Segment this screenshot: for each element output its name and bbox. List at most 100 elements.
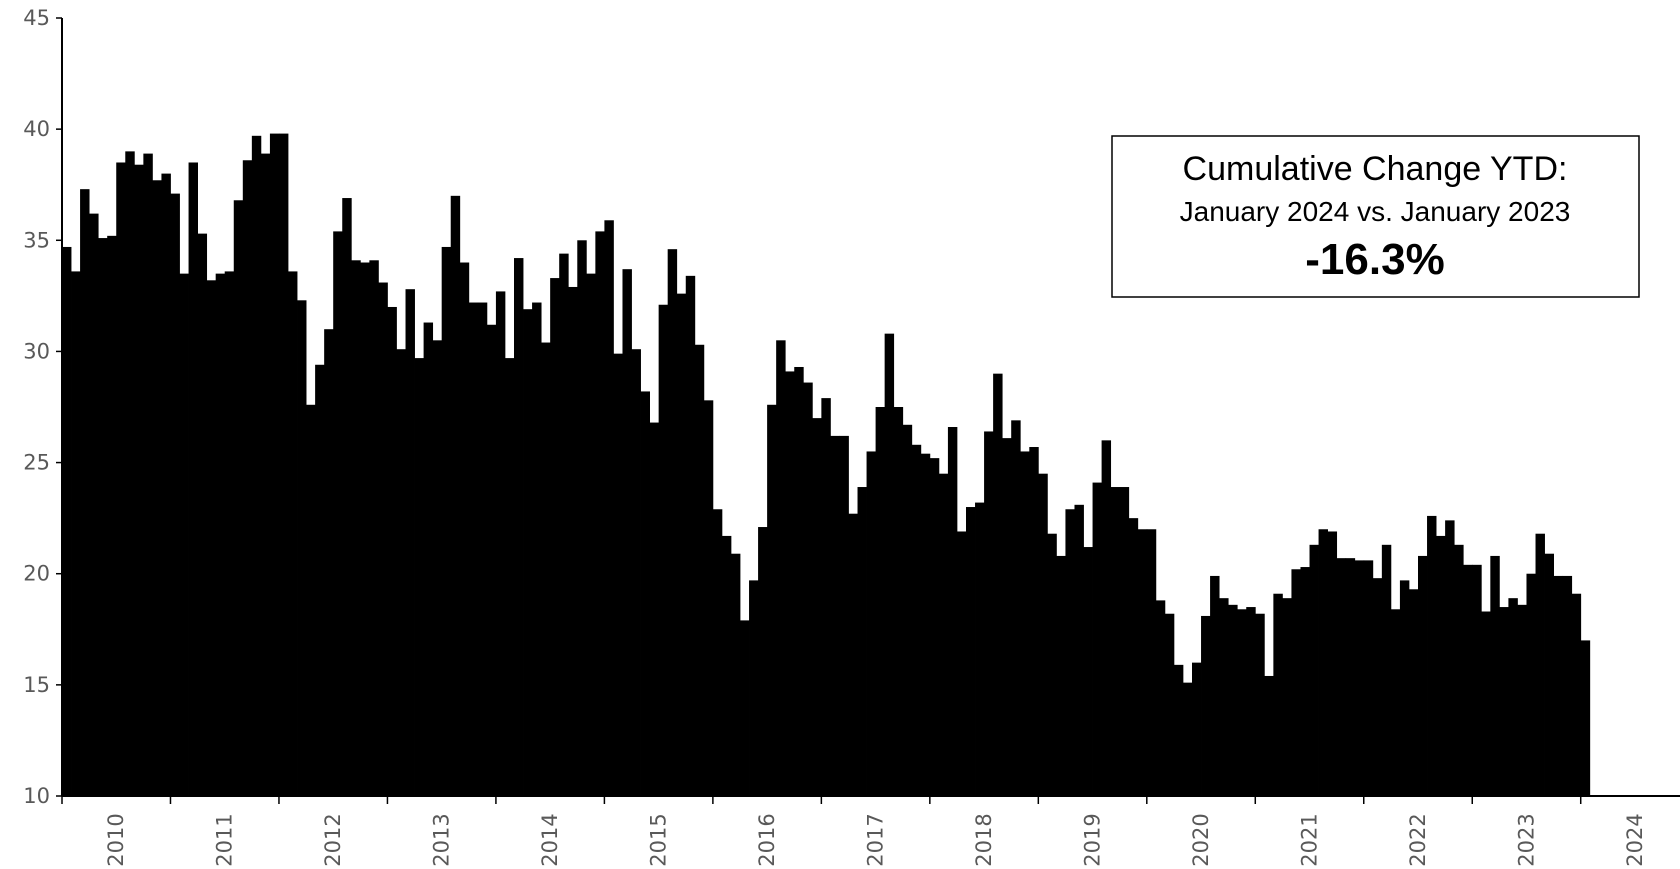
- bar: [1291, 569, 1301, 796]
- bar: [1381, 544, 1392, 796]
- bar: [1192, 662, 1202, 796]
- y-tick-label: 20: [23, 562, 50, 586]
- bar: [848, 513, 858, 796]
- bar: [875, 407, 886, 796]
- bar: [1038, 473, 1048, 796]
- y-tick-label: 40: [23, 117, 50, 141]
- bar: [1472, 564, 1482, 796]
- plot: [62, 133, 1591, 797]
- bar: [1011, 420, 1021, 796]
- bar: [586, 273, 596, 797]
- bar: [658, 304, 669, 796]
- bar: [450, 195, 461, 797]
- bar: [1146, 529, 1157, 796]
- bar: [1309, 544, 1319, 796]
- bar: [1210, 575, 1220, 796]
- bar: [278, 133, 289, 797]
- bar: [694, 344, 705, 796]
- bar: [523, 309, 533, 796]
- bar: [1092, 482, 1102, 796]
- bar: [1110, 487, 1121, 796]
- bar: [667, 249, 678, 797]
- bar: [1255, 613, 1265, 796]
- bar: [812, 418, 822, 796]
- bar: [740, 620, 750, 796]
- annotation-box: [1111, 135, 1640, 298]
- bar: [242, 160, 253, 796]
- bar: [749, 580, 759, 796]
- x-tick-label: 2013: [430, 813, 454, 866]
- x-tick-label: 2024: [1623, 813, 1647, 866]
- bar: [116, 162, 126, 796]
- bar: [1408, 589, 1419, 796]
- bar: [893, 407, 904, 796]
- bar: [730, 553, 741, 796]
- bar: [776, 340, 786, 796]
- bar: [1508, 598, 1518, 796]
- bar: [1128, 518, 1139, 796]
- bar: [966, 507, 976, 796]
- bar: [71, 271, 81, 796]
- bar: [1544, 553, 1554, 796]
- bar: [721, 535, 732, 796]
- bar: [89, 213, 99, 796]
- bar: [604, 220, 614, 796]
- bar: [785, 371, 795, 796]
- bar: [631, 349, 641, 796]
- bar: [595, 231, 605, 796]
- bar: [947, 427, 958, 796]
- bar: [1580, 640, 1591, 796]
- bar: [676, 293, 687, 796]
- bar: [956, 531, 967, 796]
- bar: [369, 260, 379, 796]
- bar: [911, 444, 922, 796]
- bar: [324, 329, 334, 796]
- x-tick-label: 2014: [538, 813, 562, 866]
- bar: [577, 240, 587, 797]
- bar: [179, 273, 189, 797]
- bar: [550, 278, 560, 796]
- bar: [1101, 440, 1112, 796]
- bar: [1390, 609, 1401, 796]
- bar: [1499, 607, 1509, 796]
- bar: [1282, 598, 1292, 796]
- bar: [333, 231, 343, 796]
- bar: [532, 302, 542, 796]
- bar: [405, 289, 415, 796]
- bar: [1354, 560, 1365, 796]
- bar: [251, 135, 262, 797]
- bar: [125, 151, 135, 796]
- bar: [387, 306, 397, 796]
- bar: [459, 262, 470, 796]
- bar: [640, 391, 650, 796]
- bar: [396, 349, 406, 796]
- bar: [1553, 575, 1564, 796]
- bar: [1363, 560, 1374, 796]
- bar: [432, 340, 443, 796]
- bar: [1526, 573, 1536, 796]
- bar: [993, 373, 1003, 796]
- x-tick-label: 2020: [1189, 813, 1213, 866]
- bar: [1345, 558, 1356, 796]
- bar: [622, 269, 632, 796]
- bar: [477, 302, 488, 796]
- bar: [152, 180, 162, 797]
- bar: [143, 153, 153, 796]
- bar: [929, 458, 940, 796]
- bar: [233, 200, 244, 796]
- x-tick-label: 2012: [321, 813, 345, 866]
- bar: [1300, 567, 1310, 796]
- bar: [1562, 575, 1573, 796]
- bar: [188, 162, 198, 796]
- bar: [306, 404, 316, 796]
- x-tick-label: 2019: [1081, 813, 1105, 866]
- bar: [938, 473, 949, 796]
- x-tick-label: 2017: [864, 813, 888, 866]
- y-tick-label: 15: [23, 673, 50, 697]
- bar: [1074, 504, 1084, 796]
- bar: [1164, 613, 1175, 796]
- bar: [1490, 555, 1500, 796]
- bar: [1020, 451, 1030, 796]
- bar: [559, 253, 569, 796]
